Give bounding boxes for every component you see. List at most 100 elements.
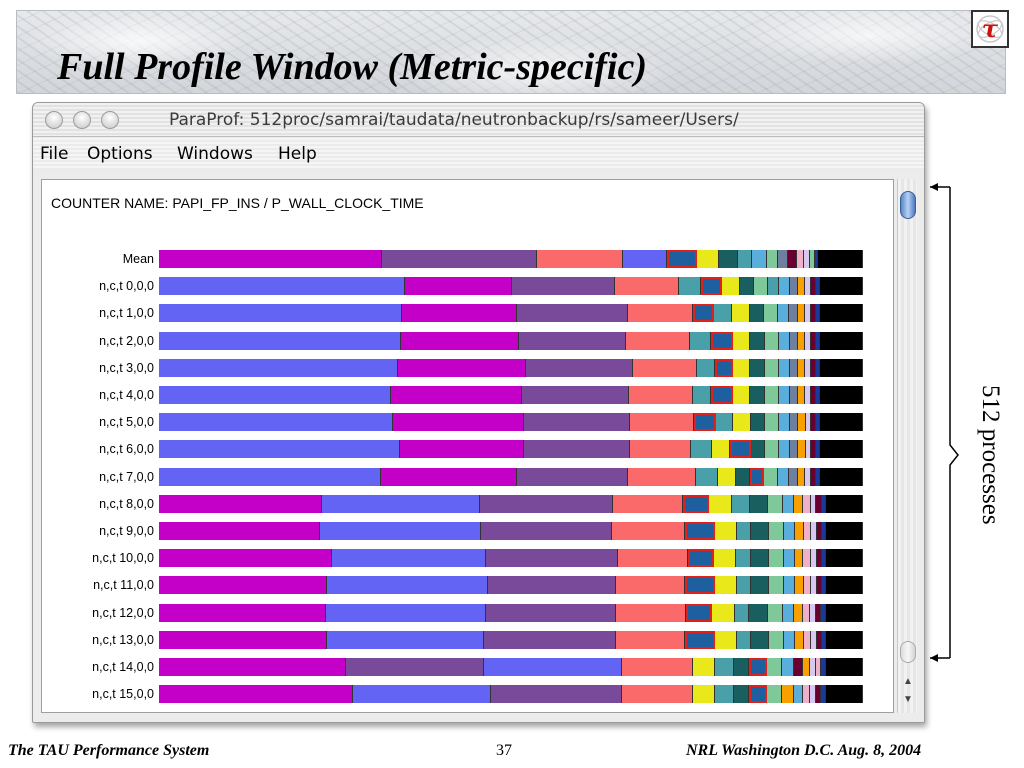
function-segment[interactable]	[381, 467, 518, 486]
selected-function-segment[interactable]	[685, 630, 715, 649]
function-segment[interactable]	[715, 658, 734, 676]
function-segment[interactable]	[811, 522, 817, 540]
zoom-window-button[interactable]	[101, 111, 119, 129]
function-segment[interactable]	[820, 413, 863, 432]
function-segment[interactable]	[480, 494, 614, 513]
function-segment[interactable]	[621, 685, 693, 704]
function-segment[interactable]	[679, 277, 701, 296]
function-segment[interactable]	[517, 304, 629, 323]
function-segment[interactable]	[802, 685, 810, 704]
function-segment[interactable]	[795, 630, 804, 649]
function-segment[interactable]	[487, 576, 616, 595]
function-segment[interactable]	[802, 658, 810, 676]
vertical-scrollbar[interactable]: ▲ ▼	[897, 179, 917, 713]
function-segment[interactable]	[485, 603, 616, 622]
function-segment[interactable]	[751, 630, 770, 649]
function-segment[interactable]	[778, 386, 790, 404]
function-segment[interactable]	[816, 576, 823, 595]
scrollbar-thumb[interactable]	[900, 191, 916, 219]
function-segment[interactable]	[793, 603, 803, 622]
function-segment[interactable]	[810, 304, 816, 323]
function-segment[interactable]	[692, 658, 716, 676]
function-segment[interactable]	[733, 658, 749, 676]
function-segment[interactable]	[818, 250, 863, 268]
function-segment[interactable]	[789, 304, 798, 323]
function-segment[interactable]	[345, 658, 484, 676]
profile-row[interactable]: n,c,t 13,0,0	[42, 630, 895, 651]
function-segment[interactable]	[486, 549, 619, 568]
function-segment[interactable]	[793, 685, 803, 704]
selected-function-segment[interactable]	[667, 250, 697, 268]
function-segment[interactable]	[752, 250, 768, 268]
function-segment[interactable]	[159, 304, 403, 323]
function-segment[interactable]	[739, 277, 754, 296]
function-segment[interactable]	[732, 386, 751, 404]
function-segment[interactable]	[689, 331, 712, 350]
function-segment[interactable]	[517, 467, 629, 486]
profile-row[interactable]: n,c,t 0,0,0	[42, 277, 895, 297]
function-segment[interactable]	[783, 549, 795, 568]
function-segment[interactable]	[750, 413, 766, 432]
function-segment[interactable]	[767, 685, 783, 704]
function-segment[interactable]	[795, 522, 804, 540]
function-segment[interactable]	[816, 413, 821, 432]
function-segment[interactable]	[751, 576, 770, 595]
function-segment[interactable]	[159, 658, 346, 676]
function-segment[interactable]	[779, 413, 790, 432]
function-segment[interactable]	[816, 603, 822, 622]
function-segment[interactable]	[815, 277, 821, 296]
function-segment[interactable]	[522, 386, 630, 404]
function-segment[interactable]	[751, 522, 770, 540]
function-segment[interactable]	[632, 358, 697, 377]
function-segment[interactable]	[159, 630, 328, 649]
function-segment[interactable]	[826, 549, 863, 568]
function-segment[interactable]	[764, 331, 779, 350]
function-segment[interactable]	[810, 494, 817, 513]
function-segment[interactable]	[524, 413, 631, 432]
function-segment[interactable]	[815, 304, 821, 323]
function-segment[interactable]	[321, 494, 481, 513]
profile-bar[interactable]	[159, 250, 863, 268]
function-segment[interactable]	[815, 358, 821, 377]
profile-bar[interactable]	[159, 358, 863, 377]
function-segment[interactable]	[159, 603, 327, 622]
function-segment[interactable]	[798, 358, 806, 377]
function-segment[interactable]	[815, 658, 822, 676]
function-segment[interactable]	[615, 603, 687, 622]
profile-row[interactable]: Mean	[42, 250, 895, 270]
function-segment[interactable]	[736, 522, 752, 540]
profile-bar[interactable]	[159, 630, 863, 649]
function-segment[interactable]	[764, 358, 779, 377]
function-segment[interactable]	[803, 630, 812, 649]
profile-bar[interactable]	[159, 494, 863, 513]
function-segment[interactable]	[821, 603, 826, 622]
function-segment[interactable]	[805, 277, 811, 296]
profile-row[interactable]: n,c,t 3,0,0	[42, 358, 895, 379]
function-segment[interactable]	[525, 358, 633, 377]
function-segment[interactable]	[789, 467, 798, 486]
function-segment[interactable]	[768, 494, 784, 513]
function-segment[interactable]	[767, 603, 783, 622]
function-segment[interactable]	[327, 576, 488, 595]
profile-row[interactable]: n,c,t 9,0,0	[42, 522, 895, 542]
function-segment[interactable]	[820, 440, 863, 459]
function-segment[interactable]	[159, 358, 398, 377]
function-segment[interactable]	[779, 440, 790, 459]
function-segment[interactable]	[629, 386, 694, 404]
function-segment[interactable]	[749, 494, 769, 513]
function-segment[interactable]	[381, 250, 538, 268]
function-segment[interactable]	[810, 250, 815, 268]
function-segment[interactable]	[714, 630, 737, 649]
function-segment[interactable]	[825, 603, 863, 622]
profile-bar[interactable]	[159, 685, 863, 704]
function-segment[interactable]	[696, 358, 715, 377]
function-segment[interactable]	[750, 549, 769, 568]
selected-function-segment[interactable]	[688, 549, 714, 568]
function-segment[interactable]	[803, 494, 811, 513]
profile-bar[interactable]	[159, 522, 863, 540]
function-segment[interactable]	[789, 277, 799, 296]
function-segment[interactable]	[715, 413, 734, 432]
profile-bar[interactable]	[159, 413, 863, 432]
selected-function-segment[interactable]	[692, 304, 715, 323]
function-segment[interactable]	[783, 494, 795, 513]
